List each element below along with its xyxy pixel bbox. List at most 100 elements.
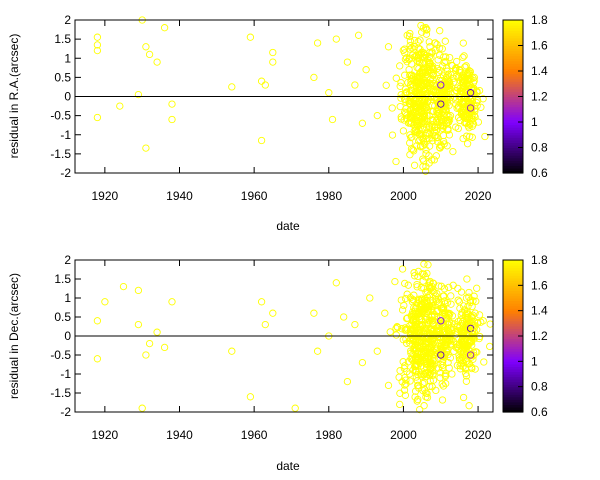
data-point [392, 324, 400, 333]
colorbar-band [503, 42, 523, 47]
data-point [409, 145, 417, 154]
data-point [93, 33, 102, 41]
data-point [407, 355, 415, 363]
data-point [477, 318, 485, 326]
data-point [455, 354, 463, 362]
data-point [457, 87, 465, 96]
data-point [475, 311, 484, 319]
data-point [261, 81, 269, 89]
data-point [453, 104, 461, 112]
colorbar-band [503, 292, 523, 297]
colorbar-band [503, 310, 523, 314]
data-point [433, 289, 441, 298]
data-point [461, 340, 469, 349]
data-point [429, 376, 438, 384]
data-point [445, 101, 453, 110]
data-point [420, 116, 429, 124]
data-point [473, 348, 481, 356]
data-point [413, 357, 421, 365]
y-tick-label: -0.5 [50, 109, 71, 123]
colorbar-band [503, 68, 523, 72]
data-point [396, 62, 404, 70]
colorbar-band [503, 30, 523, 34]
y-tick-label: 0.5 [54, 70, 71, 84]
colorbar-band [503, 137, 523, 141]
colorbar-band [503, 122, 523, 126]
data-point [409, 310, 417, 318]
data-point [93, 113, 102, 122]
data-point [450, 74, 458, 82]
colorbar-band [503, 119, 523, 123]
data-point [409, 324, 418, 333]
data-point [462, 119, 470, 127]
data-point [455, 66, 464, 74]
data-point [429, 279, 437, 287]
colorbar-tick-label: 1.2 [531, 329, 548, 343]
data-point [452, 100, 460, 108]
data-point [257, 136, 266, 145]
data-point [445, 283, 453, 292]
data-point [418, 320, 426, 329]
colorbar-band [503, 371, 523, 375]
data-point [414, 54, 423, 62]
colorbar-band [503, 282, 523, 286]
data-point [463, 140, 472, 148]
data-point [420, 138, 428, 146]
data-point [398, 306, 407, 314]
data-point [452, 123, 460, 131]
data-point [435, 282, 443, 290]
x-tick-label: 1920 [92, 428, 119, 442]
ra-residual-panel: -2 -1.5 -1 -0.5 0 0.5 1 1.5 2 1920 1940 1960 1980 20… [7, 13, 549, 233]
data-point [391, 277, 399, 286]
dec-colorbar: 0.6 0.8 1 1.2 1.4 1.6 1.8 [502, 253, 548, 419]
data-point [466, 324, 475, 333]
data-point [452, 64, 460, 72]
colorbar-band [503, 60, 523, 64]
colorbar-band [503, 368, 523, 373]
colorbar-band [503, 303, 523, 307]
colorbar-band [503, 106, 523, 110]
data-point [422, 123, 431, 131]
colorbar-band [503, 313, 523, 317]
colorbar-band [503, 325, 523, 329]
data-point [414, 295, 423, 303]
colorbar-band [503, 328, 523, 332]
dec-residual-panel: -2 -1.5 -1 -0.5 0 0.5 1 1.5 2 1920 1940 1960 1980 20… [0, 240, 600, 480]
data-point [455, 324, 464, 332]
data-point [419, 277, 427, 285]
data-point [439, 321, 447, 329]
x-tick-label: 2000 [390, 189, 417, 203]
data-point [412, 338, 420, 346]
data-point [291, 404, 299, 412]
data-point [93, 46, 102, 55]
data-point [441, 297, 449, 305]
data-point [459, 393, 468, 402]
colorbar-band [503, 20, 523, 24]
data-point [459, 302, 468, 310]
data-point [442, 57, 450, 66]
colorbar-band [503, 351, 523, 355]
colorbar-band [503, 78, 523, 82]
data-point [447, 292, 455, 300]
data-point [134, 90, 143, 99]
data-point [428, 62, 437, 70]
colorbar-tick-label: 0.6 [531, 405, 548, 419]
data-point [269, 58, 277, 66]
data-point [425, 152, 433, 160]
data-point [456, 68, 464, 77]
data-point [425, 52, 434, 61]
data-point [461, 73, 469, 81]
data-point [444, 126, 452, 134]
y-tick-label: 2 [64, 253, 71, 267]
colorbar-band [503, 277, 523, 281]
data-point [423, 334, 431, 343]
colorbar-band [503, 267, 523, 271]
data-point [439, 131, 448, 140]
data-point [456, 316, 465, 324]
colorbar-band [503, 305, 523, 309]
data-point [434, 299, 442, 307]
data-point [422, 373, 430, 381]
data-point [481, 132, 489, 141]
data-point [437, 97, 445, 106]
colorbar-band [503, 356, 523, 360]
